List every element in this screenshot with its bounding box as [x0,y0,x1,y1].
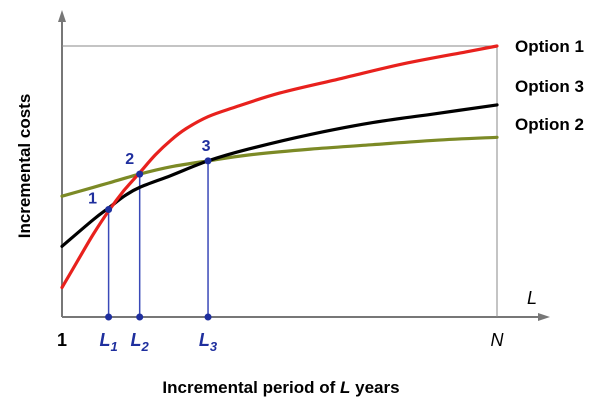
intersection-label-3: 3 [202,138,211,155]
y-axis-arrow [58,10,66,22]
intersection-points-group: 1 2 3 [88,138,212,213]
intersection-point-2 [136,170,144,178]
x-axis-title: Incremental period of L years [162,378,399,397]
legend-label-option-2: Option 2 [515,115,584,134]
intersection-point-1 [105,205,113,213]
series-line-option-1 [60,44,499,290]
x-axis-arrow [538,313,550,321]
x-ticks-group: 1 L1 L2 L3 N [57,313,505,354]
legend-label-option-1: Option 1 [515,37,584,56]
legend-label-option-3: Option 3 [515,77,584,96]
x-tick-label-l1: L1 [99,330,117,354]
intersection-point-3 [204,157,212,165]
legend-group: Option 1 Option 3 Option 2 [515,37,584,134]
x-tick-label-l2: L2 [131,330,150,354]
x-axis-symbol: L [527,288,537,308]
x-axis-title-var: L [340,378,350,397]
intersection-label-2: 2 [125,151,134,168]
x-tick-label-n: N [491,330,505,350]
x-axis-title-lead: Incremental period of [162,378,340,397]
x-tick-dot-l3 [204,313,212,321]
drop-lines-group [107,160,209,317]
y-axis-title: Incremental costs [15,94,34,239]
x-tick-label-1: 1 [57,330,67,350]
x-tick-label-l3: L3 [199,330,218,354]
x-tick-dot-l2 [136,313,144,321]
intersection-label-1: 1 [88,190,97,207]
x-axis-title-suffix: years [350,378,399,397]
series-line-option-3 [60,103,499,248]
x-tick-dot-l1 [105,313,113,321]
